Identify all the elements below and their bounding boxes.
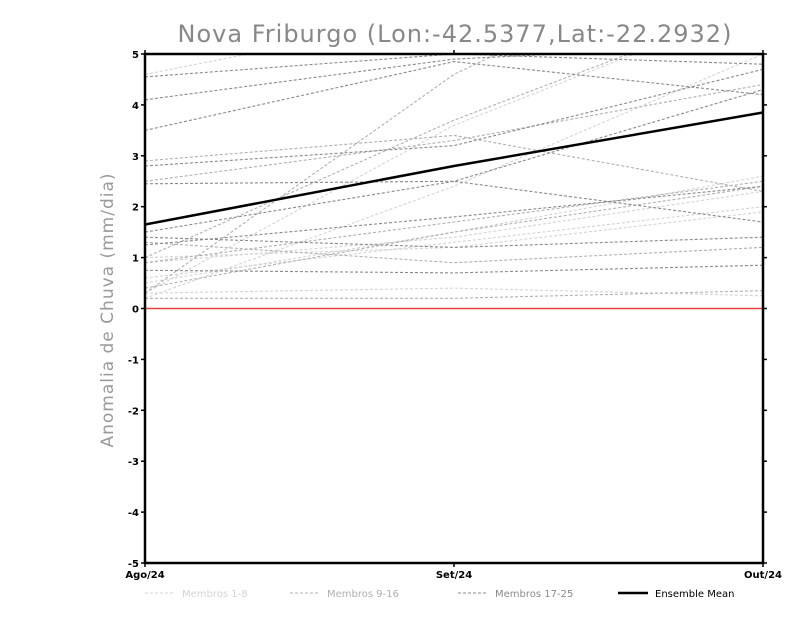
- legend-label: Membros 1-8: [182, 589, 248, 600]
- member-line-8: [145, 206, 763, 279]
- member-line-18: [145, 61, 763, 131]
- y-tick-label: 2: [132, 203, 139, 214]
- y-axis-label: Anomalia de Chuva (mm/dia): [98, 172, 118, 447]
- x-tick-label: Out/24: [744, 570, 782, 581]
- member-line-21: [145, 180, 763, 223]
- chart-title: Nova Friburgo (Lon:-42.5377,Lat:-22.2932…: [178, 20, 733, 48]
- legend-label: Membros 17-25: [495, 589, 573, 600]
- y-tick-label: 4: [132, 101, 139, 112]
- member-line-2: [145, 54, 636, 294]
- x-tick-label: Ago/24: [125, 570, 164, 581]
- member-line-24: [145, 185, 763, 246]
- y-tick-label: 3: [132, 152, 139, 163]
- member-line-6: [145, 190, 763, 264]
- member-line-14: [145, 185, 763, 289]
- y-tick-label: 5: [132, 50, 139, 61]
- member-line-3: [145, 175, 763, 284]
- member-line-9: [145, 54, 498, 294]
- x-tick-label: Set/24: [436, 570, 472, 581]
- y-tick-label: 1: [132, 254, 139, 265]
- member-line-16: [145, 290, 763, 299]
- y-tick-label: 0: [132, 305, 139, 316]
- y-tick-label: -2: [128, 406, 139, 417]
- member-line-23: [145, 264, 763, 274]
- x-ticks: Ago/24 Set/24 Out/24: [125, 50, 782, 581]
- member-line-11: [145, 134, 763, 192]
- member-line-12: [145, 241, 763, 264]
- y-tick-label: -1: [128, 355, 139, 366]
- legend-label: Membros 9-16: [327, 589, 399, 600]
- member-line-20: [145, 68, 763, 167]
- member-line-13: [145, 180, 763, 264]
- legend: Membros 1-8 Membros 9-16 Membros 17-25 Ense…: [145, 589, 734, 600]
- member-line-5: [145, 211, 763, 259]
- series-layer: [145, 54, 763, 299]
- member-line-10: [145, 54, 631, 259]
- y-tick-label: -3: [128, 457, 139, 468]
- member-line-15: [145, 83, 763, 182]
- y-tick-label: -5: [128, 559, 139, 570]
- member-line-17: [145, 54, 569, 101]
- legend-label: Ensemble Mean: [655, 589, 734, 600]
- member-line-22: [145, 236, 763, 248]
- member-line-25: [145, 89, 763, 233]
- member-line-4: [145, 287, 763, 297]
- ensemble-mean-line: [145, 111, 763, 226]
- member-line-19: [145, 54, 763, 78]
- member-line-7: [145, 54, 763, 299]
- y-tick-label: -4: [128, 508, 139, 519]
- y-ticks: -5 -4 -3 -2 -1 0 1 2 3 4 5: [128, 50, 767, 570]
